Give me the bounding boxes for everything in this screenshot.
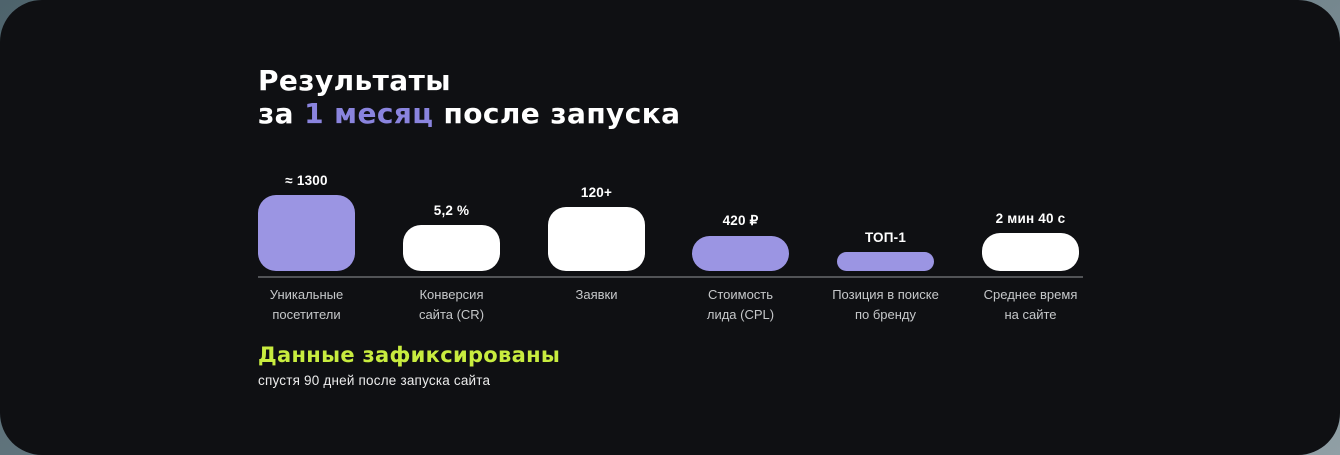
slide-title-line2: за 1 месяц после запуска (258, 97, 681, 130)
bar (548, 207, 645, 271)
bar-category-label: Позиция в поиске по бренду (832, 287, 939, 322)
chart-column: 5,2 % Конверсия сайта (CR) (403, 0, 500, 455)
bar (258, 195, 355, 271)
bar (403, 225, 500, 271)
slide-title-line1: Результаты (258, 64, 451, 97)
bar-category-label: Уникальные посетители (269, 287, 344, 322)
bar-value-label: ТОП-1 (864, 230, 907, 245)
chart-column: ТОП-1 Позиция в поиске по бренду (832, 0, 939, 455)
bar-category-label: Стоимость лида (CPL) (706, 287, 775, 322)
chart-column: 120+ Заявки (548, 0, 645, 455)
chart-column: 2 мин 40 с Среднее время на сайте (982, 0, 1079, 455)
bar-value-label: 420 ₽ (722, 213, 759, 228)
bar-value-label: 2 мин 40 с (995, 211, 1066, 226)
chart-column: ≈ 1300 Уникальные посетители (258, 0, 355, 455)
kpi-bar-chart: ≈ 1300 Уникальные посетители 5,2 % Конвер… (258, 0, 1088, 455)
footer-subtitle: спустя 90 дней после запуска сайта (258, 373, 491, 388)
bar-value-label: ≈ 1300 (285, 173, 328, 188)
bar-category-label: Заявки (575, 287, 618, 302)
bar (982, 233, 1079, 271)
bar-category-label: Конверсия сайта (CR) (418, 287, 485, 322)
bar (837, 252, 934, 271)
bar-category-label: Среднее время на сайте (983, 287, 1078, 322)
bar-value-label: 120+ (580, 185, 613, 200)
chart-baseline-axis (258, 276, 1083, 278)
slide-title: Результаты за 1 месяц после запуска (258, 64, 680, 130)
chart-column: 420 ₽ Стоимость лида (CPL) (692, 0, 789, 455)
bar (692, 236, 789, 271)
bar-value-label: 5,2 % (433, 203, 470, 218)
title-highlight: 1 месяц (304, 97, 434, 130)
footer-title: Данные зафиксированы (258, 343, 561, 367)
